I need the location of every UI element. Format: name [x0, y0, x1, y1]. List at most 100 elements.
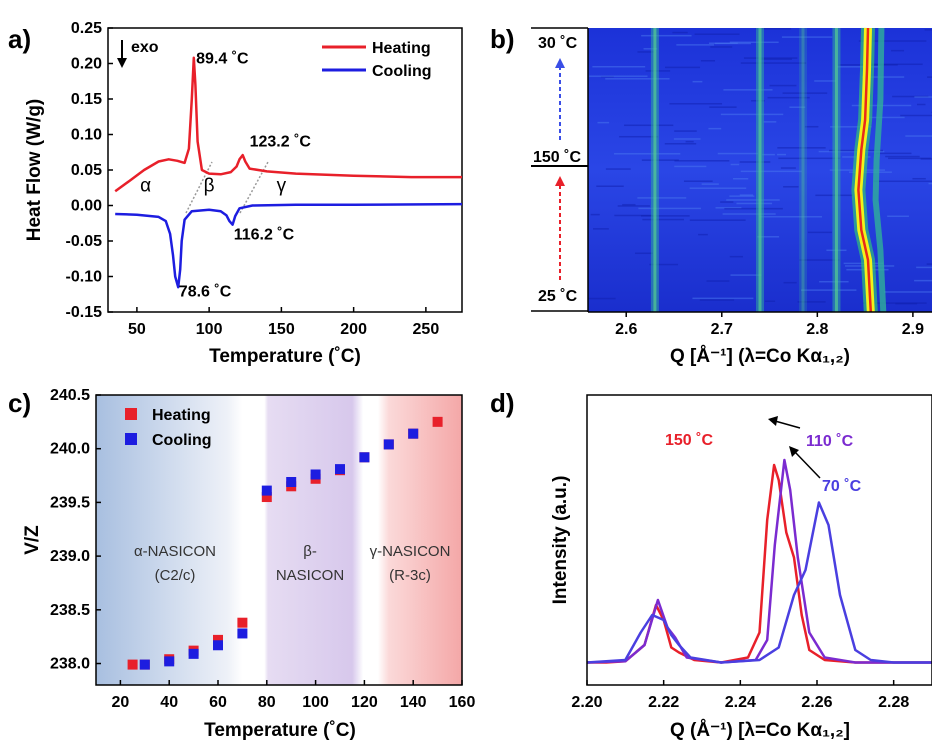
region-beta-line2: NASICON — [276, 567, 344, 584]
heatmap-noise-streak — [641, 159, 679, 161]
heatmap-noise-streak — [777, 153, 787, 156]
panel-a-y-ticks: -0.15 -0.10 -0.05 0.00 0.05 0.10 0.15 0.20 0.25 — [66, 20, 113, 321]
heatmap-noise-streak — [710, 46, 733, 48]
heatmap-noise-streak — [926, 263, 932, 265]
heatmap-noise-streak — [883, 291, 932, 293]
heatmap-noise-streak — [762, 153, 775, 156]
a-ytick-label: 0.20 — [71, 56, 102, 73]
a-phase-label: α — [140, 175, 151, 196]
heatmap-noise-streak — [672, 31, 688, 34]
heatmap-noise-streak — [739, 194, 754, 196]
c-xtick-label: 140 — [400, 694, 427, 711]
heatmap-noise-streak — [676, 44, 715, 46]
c-point-cooling — [286, 477, 297, 487]
c-point-cooling — [261, 485, 272, 496]
panel-d-x-ticks: 2.20 2.22 2.24 2.26 2.28 — [571, 680, 909, 711]
panel-c-scatter: 238.0 238.5 239.0 239.5 240.0 240.5 20 40 60 80 1… — [22, 387, 475, 741]
heatmap-noise-streak — [739, 161, 771, 163]
heatmap-noise-streak — [783, 186, 799, 188]
a-ytick-label: -0.15 — [66, 304, 103, 321]
legend-heating-marker-c — [125, 408, 137, 420]
heatmap-noise-streak — [924, 29, 932, 31]
d-xtick-label: 2.28 — [878, 694, 909, 711]
c-xtick-label: 120 — [351, 694, 378, 711]
heatmap-noise-streak — [892, 95, 929, 98]
c-point-cooling — [359, 452, 370, 463]
heatmap-secondary-band — [872, 27, 887, 313]
heatmap-noise-streak — [706, 280, 730, 282]
heatmap-noise-streak — [643, 48, 658, 50]
panel-c-x-label: Temperature (˚C) — [204, 720, 356, 741]
heatmap-noise-streak — [814, 80, 837, 82]
heatmap-noise-streak — [674, 130, 697, 132]
heatmap-noise-streak — [720, 201, 734, 203]
heatmap-noise-streak — [797, 301, 826, 303]
heatmap-noise-streak — [723, 89, 773, 91]
heatmap-noise-streak — [692, 297, 754, 300]
legend-cooling-label-c: Cooling — [152, 432, 212, 449]
c-point-cooling — [408, 428, 419, 439]
panel-c-points — [127, 416, 443, 670]
a-phase-label: γ — [277, 175, 287, 196]
heatmap-noise-streak — [888, 157, 932, 160]
phase-region-background — [96, 395, 462, 685]
a-ytick-label: 0.05 — [71, 162, 102, 179]
panel-d-frame — [586, 394, 932, 686]
heatmap-noise-streak — [758, 58, 792, 60]
panel-d-xrd-chart: 2.20 2.22 2.24 2.26 2.28 150 ˚C 110 ˚C 70 ˚C… — [550, 394, 932, 741]
a-ytick-label: -0.05 — [66, 233, 103, 250]
heatmap-noise-streak — [891, 49, 905, 52]
heatmap-noise-streak — [641, 34, 692, 37]
region-gamma-line2: (R-3c) — [389, 567, 431, 584]
a-xtick-label: 200 — [340, 321, 367, 338]
b-xtick-label: 2.8 — [806, 321, 828, 338]
phase-boundary-alpha-beta — [185, 161, 213, 214]
arrow-70-to-110 — [794, 451, 821, 479]
label-110C: 110 ˚C — [806, 433, 854, 450]
a-xtick-label: 100 — [196, 321, 223, 338]
c-point-cooling — [139, 659, 150, 670]
legend-cooling-marker-c — [125, 433, 137, 445]
c-point-heating — [213, 634, 223, 645]
d-xtick-label: 2.22 — [648, 694, 679, 711]
panel-label-d: d) — [490, 388, 515, 418]
heatmap-noise-streak — [709, 42, 738, 44]
c-xtick-label: 60 — [209, 694, 227, 711]
a-peak-label: 89.4 ˚C — [196, 51, 249, 68]
heatmap-noise-streak — [674, 160, 730, 162]
heatmap-noise-streak — [763, 121, 777, 123]
heatmap-noise-streak — [730, 274, 762, 276]
panel-b-x-ticks: 2.6 2.7 2.8 2.9 — [615, 312, 924, 338]
panel-b-x-label: Q [Å⁻¹] (λ=Co Kα₁,₂) — [670, 346, 850, 367]
heatmap-noise-streak — [613, 153, 681, 155]
heatmap-noise-streak — [605, 168, 631, 170]
panel-c-x-ticks: 20 40 60 80 100 120 140 160 — [112, 680, 475, 711]
panel-d-series — [586, 458, 932, 664]
heatmap-noise-streak — [694, 33, 740, 35]
heatmap-noise-streak — [885, 155, 920, 158]
heatmap-noise-streak — [726, 199, 780, 201]
heatmap-noise-streak — [685, 140, 694, 143]
label-70C: 70 ˚C — [822, 478, 862, 495]
d-series-1 — [586, 458, 932, 664]
a-xtick-label: 50 — [128, 321, 146, 338]
heatmap-noise-streak — [729, 195, 755, 197]
heatmap-noise-streak — [916, 266, 932, 269]
b-xtick-label: 2.9 — [902, 321, 924, 338]
panel-a-y-label: Heat Flow (W/g) — [24, 99, 45, 241]
heatmap-noise-streak — [778, 157, 841, 160]
panel-d-plot-area — [587, 395, 932, 685]
heatmap-noise-streak — [733, 177, 749, 180]
c-xtick-label: 100 — [302, 694, 329, 711]
panel-d-x-label: Q (Å⁻¹) [λ=Co Kα₁,₂] — [670, 720, 850, 741]
heatmap-noise-streak — [914, 96, 932, 98]
heatmap-noise-streak — [588, 297, 616, 300]
panel-a-dsc-chart: -0.15-0.10-0.050.000.050.100.150.200.25 … — [24, 20, 463, 367]
a-ytick-label: 0.25 — [71, 20, 102, 37]
heatmap-noise-streak — [783, 281, 797, 284]
heatmap-noise-streak — [590, 213, 600, 216]
heatmap-noise-streak — [641, 215, 690, 217]
heatmap-noise-streak — [729, 255, 743, 258]
a-peak-label: 123.2 ˚C — [250, 134, 312, 151]
heatmap-noise-streak — [920, 158, 932, 160]
